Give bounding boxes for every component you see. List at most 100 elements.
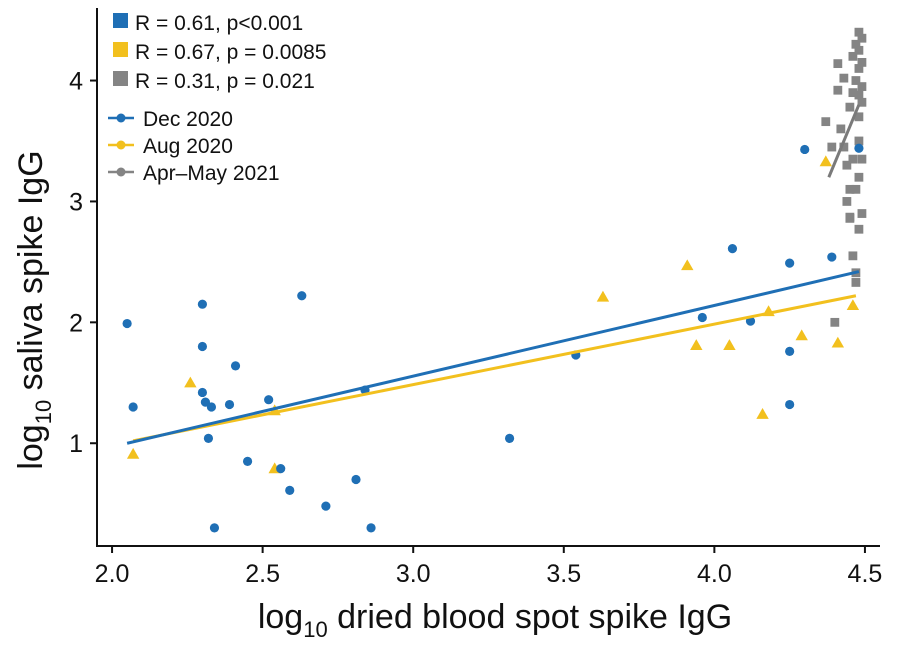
data-point-triangle <box>184 376 197 388</box>
data-point-square <box>854 224 864 234</box>
y-axis-title: log10 saliva spike IgG <box>12 150 56 469</box>
fit-line-apr-may-2021 <box>827 104 861 178</box>
data-point-square <box>833 85 843 95</box>
data-point-square <box>842 197 852 206</box>
legend: R = 0.61, p<0.001 R = 0.67, p = 0.0085 R =… <box>108 12 326 185</box>
fit-lines <box>126 104 861 445</box>
data-point-square <box>857 82 867 91</box>
data-point-square <box>827 142 837 152</box>
data-point-circle <box>697 312 707 323</box>
data-point-circle <box>230 361 241 371</box>
data-point-square <box>854 27 864 37</box>
x-axis-title: log10 dried blood spot spike IgG <box>258 598 732 642</box>
data-point-square <box>836 124 846 134</box>
series-legend-label: Dec 2020 <box>143 108 233 131</box>
data-point-circle <box>203 433 214 443</box>
data-point-triangle <box>795 329 808 341</box>
data-point-circle <box>242 456 253 466</box>
data-point-square <box>857 33 867 43</box>
data-point-circle <box>206 402 217 412</box>
data-point-square <box>830 317 840 327</box>
y-tick-label: 4 <box>69 68 83 96</box>
data-point-square <box>854 90 864 100</box>
data-point-square <box>851 278 861 287</box>
y-tick-label: 3 <box>69 188 83 216</box>
x-tick-label: 4.5 <box>848 560 883 588</box>
data-point-circle <box>800 144 810 155</box>
data-point-triangle <box>756 408 769 419</box>
stats-legend-label: R = 0.67, p = 0.0085 <box>135 41 326 64</box>
x-tick-label: 4.0 <box>697 560 732 588</box>
series-legend-label: Apr–May 2021 <box>143 162 280 185</box>
x-tick-label: 3.0 <box>396 560 431 588</box>
data-point-square <box>845 102 855 112</box>
series-aug-2020 <box>126 155 860 474</box>
data-point-circle <box>276 464 286 474</box>
data-point-circle <box>827 252 837 262</box>
x-axis-title-subscript: 10 <box>303 617 327 642</box>
data-point-square <box>857 58 867 67</box>
x-axis-title-prefix: log <box>258 598 303 636</box>
data-point-square <box>833 59 843 69</box>
data-point-square <box>839 142 849 152</box>
data-point-square <box>848 251 858 261</box>
data-point-triangle <box>819 155 832 167</box>
y-axis-title-prefix: log <box>12 424 50 469</box>
stats-legend-label: R = 0.31, p = 0.021 <box>135 70 315 93</box>
data-point-circle <box>209 523 220 533</box>
data-point-square <box>851 184 861 194</box>
data-point-triangle <box>690 339 703 350</box>
series-legend-label: Aug 2020 <box>143 135 233 158</box>
data-point-triangle <box>723 339 736 350</box>
data-point-square <box>854 45 864 55</box>
data-point-circle <box>785 258 795 268</box>
data-point-circle <box>351 474 361 485</box>
data-point-square <box>845 213 855 223</box>
axes <box>96 8 880 547</box>
data-point-square <box>842 160 852 170</box>
data-point-circle <box>128 402 138 412</box>
data-point-square <box>821 117 831 127</box>
series-legend-marker <box>116 140 126 150</box>
data-point-circle <box>264 395 274 405</box>
data-point-square <box>857 209 867 218</box>
data-point-circle <box>122 318 132 329</box>
fit-line-dec-2020 <box>126 270 860 445</box>
series-legend-marker <box>116 113 126 123</box>
stats-legend-label: R = 0.61, p<0.001 <box>135 12 303 35</box>
data-point-circle <box>224 399 235 410</box>
data-point-square <box>848 154 858 164</box>
data-point-triangle <box>596 290 610 302</box>
data-point-square <box>854 136 864 146</box>
data-point-circle <box>785 346 795 356</box>
data-point-square <box>854 112 864 122</box>
data-point-square <box>854 172 864 182</box>
data-point-circle <box>197 299 208 309</box>
data-point-square <box>839 73 849 83</box>
series-apr-may-2021 <box>821 27 867 327</box>
data-point-circle <box>297 291 307 301</box>
series-legend-marker <box>116 167 126 177</box>
stats-legend-swatch <box>113 71 128 86</box>
data-point-square <box>845 184 855 194</box>
fit-line-aug-2020 <box>132 294 857 443</box>
y-tick-label: 2 <box>69 309 83 337</box>
data-point-square <box>857 154 867 164</box>
data-point-triangle <box>846 299 860 311</box>
axis-ticks: 2.0 2.5 3.0 3.5 4.0 4.5 1 2 3 4 <box>69 68 882 588</box>
data-point-circle <box>504 433 515 443</box>
data-point-circle <box>727 243 738 254</box>
data-point-circle <box>197 341 208 352</box>
x-tick-label: 2.5 <box>245 560 280 588</box>
x-axis-title-suffix: dried blood spot spike IgG <box>328 598 732 636</box>
data-point-square <box>848 88 858 98</box>
data-point-square <box>854 64 864 73</box>
stats-legend-swatch <box>113 13 128 28</box>
data-point-circle <box>785 399 795 410</box>
data-point-square <box>848 51 858 61</box>
data-point-square <box>857 97 867 107</box>
y-axis-title-subscript: 10 <box>31 400 56 424</box>
stats-legend-swatch <box>113 42 128 57</box>
